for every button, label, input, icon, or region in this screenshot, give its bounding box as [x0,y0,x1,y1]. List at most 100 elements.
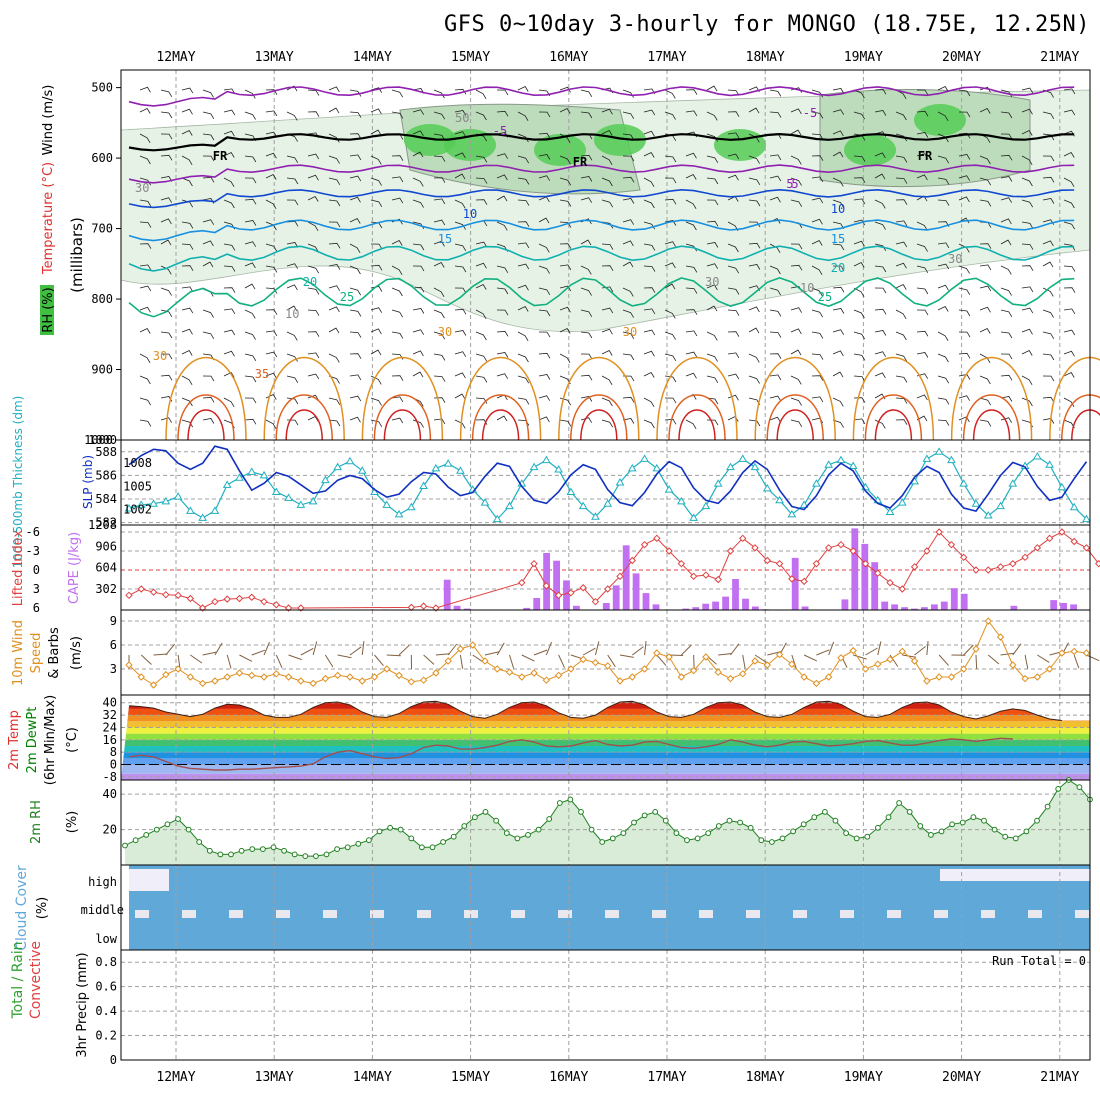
wind-speed-point [604,662,612,670]
wind-speed-point [186,673,195,681]
wind-barb [937,305,949,312]
wind-speed-point [395,671,403,680]
wind-barb-10m [251,649,266,656]
wind-barb [202,219,215,225]
wind-barb [286,397,299,405]
wind-barb [454,243,467,252]
wind-barb [139,375,151,385]
wind-barb [958,89,971,97]
thickness-point [554,465,563,473]
date-label-top: 12MAY [156,50,195,65]
cape-bar [791,557,799,610]
wind-barb [286,199,299,206]
lifted-index-point [1082,544,1091,552]
slp-label: SLP (mb) [81,455,95,509]
wind-barb [1042,375,1055,382]
wind-barb [265,89,278,95]
lifted-index-point [1033,544,1042,552]
lifted-index-point [162,590,170,599]
wind-barb [811,331,824,339]
wind-barb [244,309,256,319]
rh-point [843,830,849,836]
lifted-index-point [898,585,907,593]
wind-speed-point [959,665,968,673]
thickness-point [922,454,932,462]
wind-speed-point [223,673,231,681]
wind-barb [370,155,382,165]
dewpt-line [128,737,1013,771]
rh-point [238,847,245,854]
wind-speed-point [297,677,305,685]
isotherm-40 [481,409,520,441]
wind-barb [790,375,802,385]
rh-point [355,840,362,847]
wind-barb [391,331,404,339]
lifted-index-point [677,559,686,568]
wind-barb [979,243,992,249]
wind-barb [937,155,950,164]
thickness-point [333,462,343,471]
wind-barb [811,353,824,360]
lifted-index-point [1021,553,1029,562]
wind-barb-10m [693,654,695,670]
lifted-index-point [788,575,796,583]
wind-barb [853,219,866,226]
wind-barb [496,309,509,316]
lifted-index-point [751,544,759,552]
wind-barb [664,177,677,184]
wind-barb [1063,221,1076,230]
wind-barb [685,351,698,358]
wind-barb [181,199,194,208]
wind-barb [643,177,655,188]
wind-barb [370,243,383,250]
wind-barb-10m [509,654,515,669]
wind-barb [832,88,845,94]
wind-barb [958,287,971,296]
wind-barb [1021,155,1033,166]
wind-barb [685,419,697,430]
wind-barb [832,265,845,272]
rh-shading-high [844,134,896,166]
wind-barb [853,309,865,319]
wind-barb [601,129,613,136]
wind-barb [307,373,320,380]
wind-speed-point [861,665,870,673]
wind-barb [685,330,698,337]
wind-barb [601,155,613,166]
wind-barb-10m [140,654,152,665]
wind-barb [580,197,593,203]
wind-barb [349,374,362,381]
rh-shading-high [534,134,586,166]
wind-barb [454,199,466,209]
wind-barb [727,243,739,253]
wind-barb-10m [926,641,929,656]
wind-barb [748,177,761,186]
wind-speed-point [775,650,784,659]
wind-barb [811,287,823,297]
wind-speed-point [910,657,919,665]
isotherm-35 [668,394,726,441]
rh-point [917,823,924,829]
wind-barb [391,417,404,424]
wind-barb [748,221,761,228]
wind-barb [538,374,551,380]
wind-barb [832,286,845,293]
wind-barb [559,285,572,292]
isotherm-30 [558,356,640,441]
wind-barb [853,89,865,99]
wind-barb [643,287,656,293]
wind-barb [538,265,550,274]
thickness-point [235,473,244,481]
lifted-index-point [554,591,563,600]
rh-point [567,796,574,803]
wind-barb [244,89,256,99]
wind-barb [853,375,866,382]
wind-speed-point [174,665,182,673]
wind-barb [979,86,991,93]
wind-barb [706,419,719,426]
wind-barb [790,419,803,428]
wind-barb [1021,375,1033,386]
wind-barb [601,397,613,407]
rh-label: RH (%) [41,287,56,332]
wind-tick: 3 [110,662,117,676]
